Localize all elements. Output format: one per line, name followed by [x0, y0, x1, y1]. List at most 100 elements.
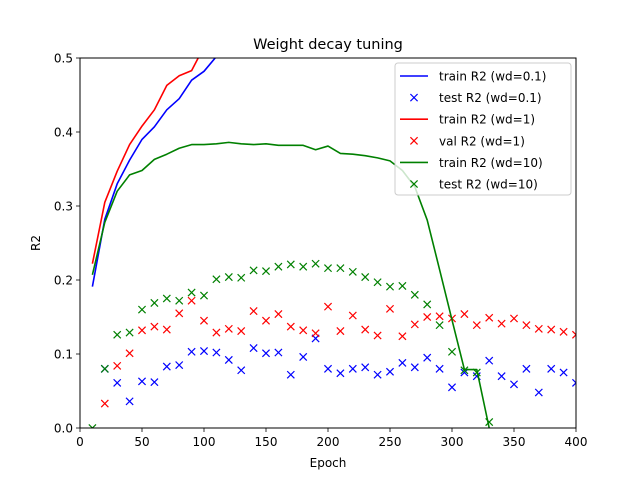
- data-point: [509, 380, 519, 389]
- legend-item: train R2 (wd=10): [400, 156, 543, 170]
- data-point: [187, 296, 196, 305]
- x-tick-label: 300: [441, 435, 464, 449]
- series-5: [88, 259, 494, 428]
- data-point: [88, 423, 97, 428]
- data-point: [237, 273, 246, 282]
- data-point: [410, 363, 419, 372]
- data-point: [286, 260, 295, 269]
- data-point: [162, 294, 171, 303]
- data-point: [348, 311, 357, 320]
- y-tick-label: 0.4: [54, 126, 73, 140]
- data-point: [472, 321, 481, 330]
- data-point: [150, 298, 159, 307]
- data-point: [435, 312, 444, 321]
- x-axis-label: Epoch: [310, 456, 347, 470]
- data-point: [199, 316, 209, 325]
- data-point: [460, 310, 469, 319]
- series-3: [100, 296, 576, 408]
- data-point: [175, 296, 184, 305]
- data-point: [249, 266, 258, 275]
- data-point: [237, 327, 246, 336]
- series-1: [100, 334, 576, 406]
- data-point: [534, 388, 543, 397]
- data-point: [547, 364, 556, 373]
- data-point: [336, 369, 345, 378]
- legend-item: val R2 (wd=1): [409, 134, 525, 148]
- data-point: [435, 321, 444, 330]
- data-point: [162, 325, 171, 334]
- x-tick-label: 100: [193, 435, 216, 449]
- legend-marker-swatch: [409, 136, 419, 145]
- data-point: [559, 368, 568, 377]
- x-tick-label: 50: [134, 435, 149, 449]
- data-point: [348, 267, 357, 276]
- legend-label: val R2 (wd=1): [439, 134, 525, 148]
- legend-label: test R2 (wd=10): [439, 178, 538, 192]
- data-point: [398, 358, 407, 367]
- data-point: [571, 378, 576, 387]
- data-point: [323, 364, 333, 373]
- legend-label: train R2 (wd=0.1): [439, 70, 546, 84]
- data-point: [423, 353, 432, 362]
- data-point: [323, 264, 333, 273]
- y-axis-label: R2: [29, 235, 43, 251]
- data-point: [150, 322, 159, 331]
- data-point: [299, 262, 308, 271]
- data-point: [435, 364, 444, 373]
- data-point: [261, 316, 271, 325]
- data-point: [249, 307, 258, 316]
- data-point: [559, 327, 568, 336]
- data-point: [299, 352, 308, 361]
- data-point: [212, 328, 221, 337]
- legend-label: train R2 (wd=10): [439, 156, 543, 170]
- data-point: [125, 349, 134, 358]
- data-point: [199, 291, 209, 300]
- legend-item: test R2 (wd=0.1): [409, 91, 542, 105]
- data-point: [522, 364, 531, 373]
- y-tick-label: 0.2: [54, 274, 73, 288]
- data-point: [125, 328, 134, 337]
- data-point: [385, 367, 395, 376]
- data-point: [125, 397, 134, 406]
- data-point: [385, 282, 395, 291]
- data-point: [299, 326, 308, 335]
- plot-area: [88, 58, 576, 428]
- y-tick-label: 0.5: [54, 52, 73, 66]
- y-tick-label: 0.3: [54, 200, 73, 214]
- data-point: [261, 267, 271, 276]
- data-point: [286, 322, 295, 331]
- data-point: [237, 366, 246, 375]
- x-tick-label: 400: [565, 435, 588, 449]
- data-point: [212, 275, 221, 284]
- series-2: [91, 58, 200, 264]
- x-tick-label: 350: [503, 435, 526, 449]
- legend-item: train R2 (wd=1): [400, 113, 535, 127]
- data-point: [100, 399, 109, 408]
- data-point: [485, 418, 494, 427]
- data-point: [113, 361, 122, 370]
- data-point: [150, 378, 159, 387]
- data-point: [311, 259, 320, 268]
- series-line: [91, 58, 200, 264]
- legend-item: test R2 (wd=10): [409, 178, 538, 192]
- data-point: [212, 348, 221, 357]
- data-point: [224, 273, 233, 282]
- data-point: [286, 370, 295, 379]
- data-point: [336, 264, 345, 273]
- data-point: [361, 325, 370, 334]
- data-point: [547, 325, 556, 334]
- data-point: [274, 262, 283, 271]
- y-tick-label: 0.0: [54, 422, 73, 436]
- data-point: [485, 356, 494, 365]
- x-axis: 0 50 100 150 200 250 300 350 400: [76, 428, 587, 449]
- data-point: [497, 372, 506, 381]
- chart-title: Weight decay tuning: [253, 37, 403, 53]
- legend-label: train R2 (wd=1): [439, 113, 535, 127]
- data-point: [323, 302, 333, 311]
- data-point: [137, 305, 147, 314]
- data-point: [423, 300, 432, 309]
- data-point: [224, 324, 233, 333]
- data-point: [187, 288, 196, 297]
- legend: train R2 (wd=0.1) test R2 (wd=0.1) train R…: [394, 62, 572, 196]
